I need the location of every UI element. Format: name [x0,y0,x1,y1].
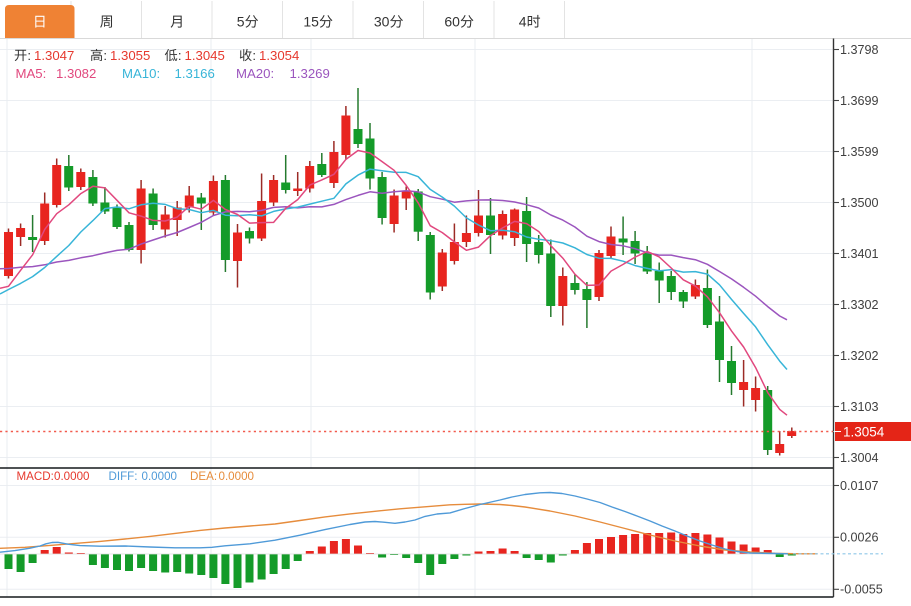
svg-text:1.3699: 1.3699 [840,94,879,108]
svg-text:1.3599: 1.3599 [840,145,879,159]
svg-text:1.3302: 1.3302 [840,298,879,312]
svg-text:1.3004: 1.3004 [840,451,879,465]
svg-text:-0.0055: -0.0055 [840,583,883,597]
svg-text:1.3103: 1.3103 [840,400,879,414]
svg-text:0.0026: 0.0026 [840,531,879,545]
svg-text::1.3047:1.3055:1.3045:1.3054: :1.3047:1.3055:1.3045:1.3054 [27,48,299,63]
svg-text:1.3798: 1.3798 [840,43,879,57]
svg-text:1.3054: 1.3054 [843,425,885,440]
svg-text:0.0107: 0.0107 [840,479,879,493]
svg-text:60: 60 [444,14,460,30]
svg-text:1.3202: 1.3202 [840,349,879,363]
svg-text:4: 4 [519,14,527,30]
svg-text:1.3401: 1.3401 [840,247,879,261]
svg-text:30: 30 [374,14,390,30]
svg-text:5: 5 [237,14,245,30]
svg-text:15: 15 [303,14,319,30]
svg-text:1.3500: 1.3500 [840,196,879,210]
